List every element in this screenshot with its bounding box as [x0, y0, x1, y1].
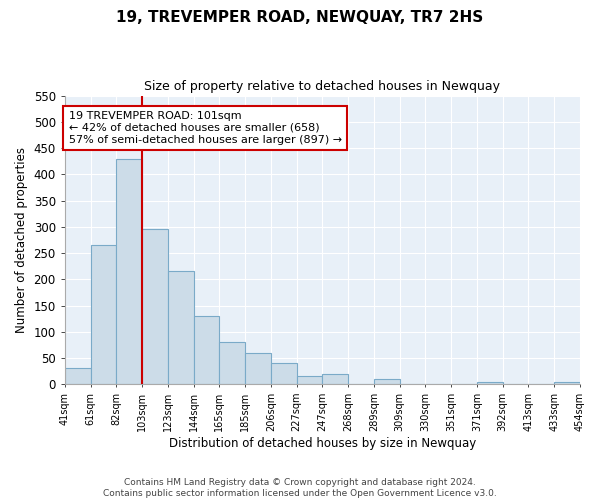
Text: 19 TREVEMPER ROAD: 101sqm
← 42% of detached houses are smaller (658)
57% of semi: 19 TREVEMPER ROAD: 101sqm ← 42% of detac… — [68, 112, 342, 144]
Bar — [116, 158, 142, 384]
Bar — [374, 379, 400, 384]
Title: Size of property relative to detached houses in Newquay: Size of property relative to detached ho… — [145, 80, 500, 93]
Bar — [554, 382, 580, 384]
Bar — [168, 272, 194, 384]
X-axis label: Distribution of detached houses by size in Newquay: Distribution of detached houses by size … — [169, 437, 476, 450]
Bar — [142, 230, 168, 384]
Bar — [91, 245, 116, 384]
Bar — [271, 364, 296, 384]
Text: Contains HM Land Registry data © Crown copyright and database right 2024.
Contai: Contains HM Land Registry data © Crown c… — [103, 478, 497, 498]
Bar — [322, 374, 348, 384]
Bar — [65, 368, 91, 384]
Bar — [194, 316, 220, 384]
Bar — [220, 342, 245, 384]
Bar — [245, 353, 271, 384]
Text: 19, TREVEMPER ROAD, NEWQUAY, TR7 2HS: 19, TREVEMPER ROAD, NEWQUAY, TR7 2HS — [116, 10, 484, 25]
Bar — [296, 376, 322, 384]
Bar — [477, 382, 503, 384]
Y-axis label: Number of detached properties: Number of detached properties — [15, 147, 28, 333]
